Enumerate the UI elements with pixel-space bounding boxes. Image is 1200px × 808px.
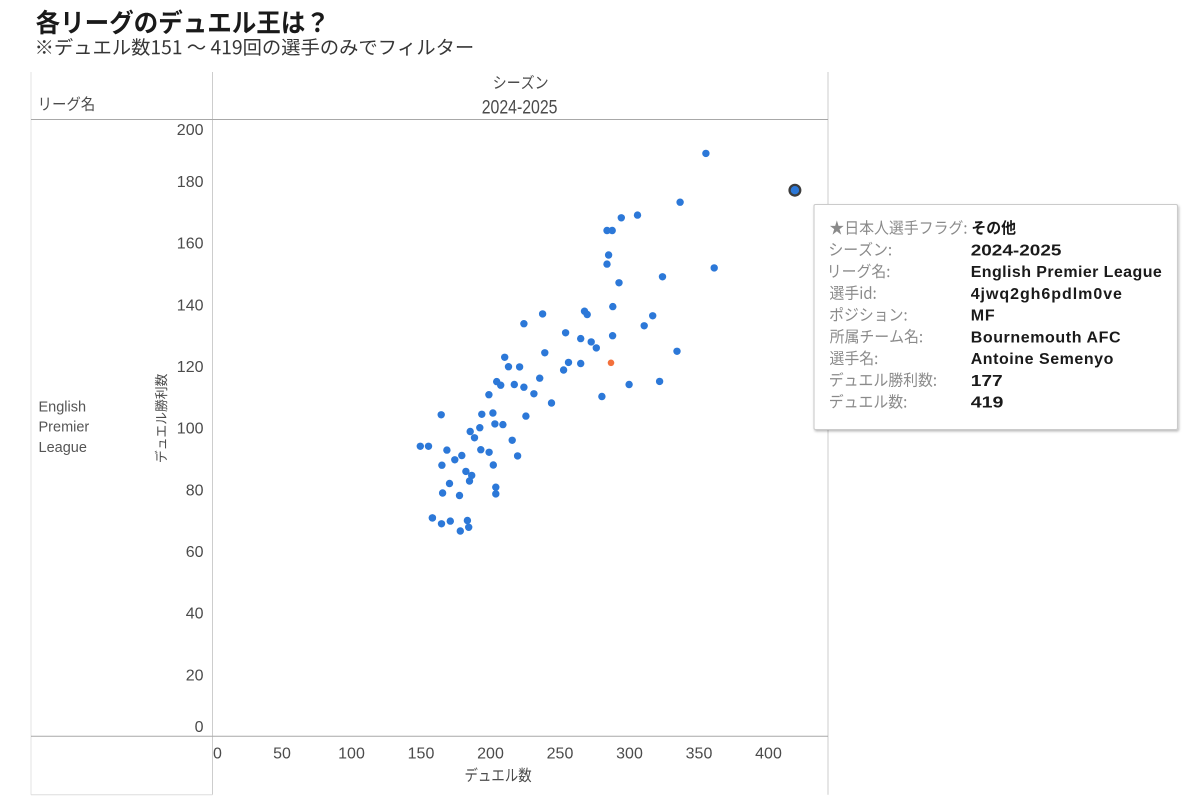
svg-text:250: 250 <box>547 745 574 762</box>
svg-text:400: 400 <box>755 745 782 762</box>
svg-text:100: 100 <box>338 745 365 762</box>
svg-text:350: 350 <box>686 745 713 762</box>
svg-text:Antoine Semenyo: Antoine Semenyo <box>971 351 1114 368</box>
svg-text:140: 140 <box>177 297 204 314</box>
svg-text:50: 50 <box>273 745 291 762</box>
svg-text:4jwq2gh6pdlm0ve: 4jwq2gh6pdlm0ve <box>971 286 1123 303</box>
svg-text:300: 300 <box>616 745 643 762</box>
svg-text:150: 150 <box>408 745 435 762</box>
svg-text:English: English <box>39 400 87 416</box>
svg-text:0: 0 <box>213 745 222 762</box>
svg-text:Premier: Premier <box>39 420 90 436</box>
svg-text:League: League <box>39 440 87 456</box>
svg-text:2024-2025: 2024-2025 <box>482 96 558 118</box>
svg-text:60: 60 <box>186 544 204 561</box>
svg-text:177: 177 <box>971 371 1003 389</box>
svg-text:2024-2025: 2024-2025 <box>971 241 1062 259</box>
svg-text:MF: MF <box>971 308 996 325</box>
svg-text:200: 200 <box>477 745 504 762</box>
svg-text:English Premier League: English Premier League <box>971 264 1163 281</box>
svg-text:20: 20 <box>186 667 204 684</box>
svg-text:200: 200 <box>177 122 204 139</box>
svg-text:419: 419 <box>971 393 1004 411</box>
svg-text:160: 160 <box>177 236 204 253</box>
svg-text:40: 40 <box>186 606 204 623</box>
svg-text:100: 100 <box>177 421 204 438</box>
svg-text:80: 80 <box>186 482 204 499</box>
svg-text:Bournemouth AFC: Bournemouth AFC <box>971 329 1121 346</box>
svg-text:0: 0 <box>195 719 204 736</box>
svg-text:120: 120 <box>177 359 204 376</box>
svg-text:180: 180 <box>177 174 204 191</box>
